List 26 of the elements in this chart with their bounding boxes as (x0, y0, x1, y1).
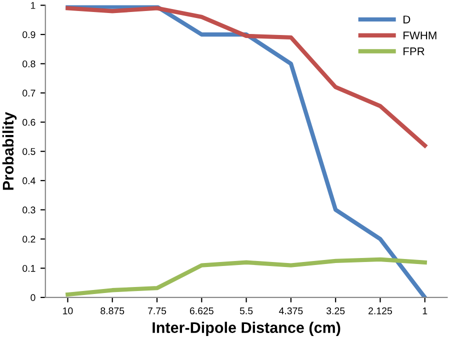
x-tick-label: 3.25 (326, 307, 345, 314)
line-series (66, 257, 427, 297)
y-tick-label: 0.8 (22, 60, 36, 68)
y-tick-label: 0.9 (22, 31, 36, 38)
y-axis-title: Probability (2, 112, 17, 190)
legend-label: FWHM (404, 32, 436, 40)
x-tick-label: 6.625 (190, 307, 214, 314)
y-tick-label: 0 (30, 294, 36, 302)
legend-label: FPR (404, 48, 424, 56)
x-tick-label: 2.125 (368, 307, 392, 314)
x-tick-label: 10 (63, 307, 73, 314)
y-tick-label: 0.5 (22, 148, 36, 155)
y-tick-label: 1 (31, 2, 36, 9)
y-tick-label: 0.3 (22, 206, 36, 214)
y-tick-label: 0.4 (22, 177, 36, 184)
y-tick-label: 0.1 (22, 264, 36, 272)
x-tick-label: 8.875 (100, 307, 124, 314)
x-axis-title: Inter-Dipole Distance (cm) (152, 322, 340, 336)
x-tick-label: 4.375 (279, 307, 303, 314)
x-tick-label: 5.5 (240, 308, 253, 314)
x-tick-label: 1 (422, 308, 428, 314)
x-tick-label: 7.75 (148, 308, 166, 314)
legend-label: D (404, 16, 410, 24)
y-tick-label: 0.6 (22, 118, 36, 126)
y-tick-label: 0.7 (22, 90, 36, 97)
y-tick-label: 0.2 (22, 236, 36, 243)
